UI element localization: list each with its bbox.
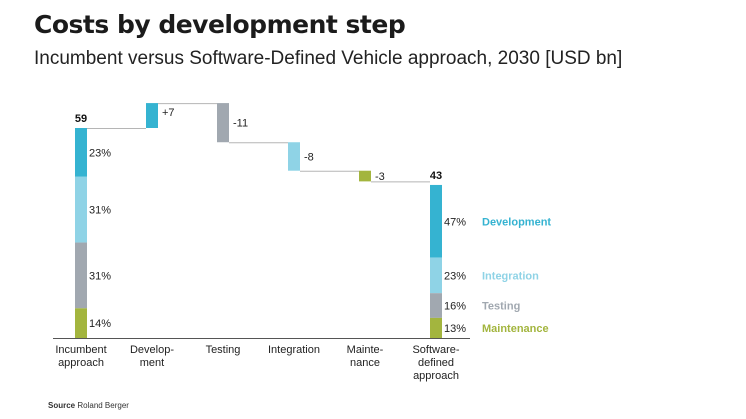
sdv-segment-development [430, 184, 442, 258]
step-bar-maintenance [359, 170, 371, 182]
incumbent-segment-testing [75, 242, 87, 309]
legend-item-integration: Integration [482, 270, 539, 282]
step-delta-label-maintenance: -3 [375, 171, 385, 183]
source-name: Roland Berger [77, 401, 129, 410]
step-bar-development [146, 103, 158, 128]
x-tick-label-line: Mainte- [347, 344, 384, 356]
x-tick-label: Testing [206, 344, 241, 356]
x-tick-label-line: nance [350, 357, 380, 369]
legend-item-testing: Testing [482, 301, 520, 313]
step-delta-label-integration: -8 [304, 151, 314, 163]
sdv-total-label: 43 [430, 170, 442, 182]
source-label: Source [48, 401, 76, 410]
chart-title: Costs by development step [34, 10, 406, 39]
incumbent-segment-maintenance [75, 308, 87, 338]
incumbent-share-label-development: 23% [89, 147, 111, 159]
x-tick-label-line: Develop- [130, 344, 174, 356]
incumbent-segment-development [75, 128, 87, 177]
x-tick-label-line: defined [418, 357, 454, 369]
x-tick-label: Software-defined approach [412, 344, 459, 382]
step-bar-testing [217, 103, 229, 143]
x-tick-label-line: Incumbent [55, 344, 106, 356]
step-bar-integration [288, 142, 300, 171]
sdv-share-label-development: 47% [444, 216, 466, 228]
incumbent-total-label: 59 [75, 113, 87, 125]
x-tick-label-line: ment [140, 357, 164, 369]
sdv-share-label-testing: 16% [444, 301, 466, 313]
incumbent-share-label-maintenance: 14% [89, 318, 111, 330]
sdv-share-label-maintenance: 13% [444, 323, 466, 335]
x-tick-label-line: Integration [268, 344, 320, 356]
x-tick-label-line: Software- [412, 344, 459, 356]
chart-subtitle: Incumbent versus Software-Defined Vehicl… [34, 48, 623, 69]
incumbent-segment-integration [75, 176, 87, 243]
legend-item-maintenance: Maintenance [482, 323, 549, 335]
step-delta-label-development: +7 [162, 107, 175, 119]
x-tick-label: Incumbent approach [55, 344, 106, 369]
x-tick-label-line: approach [58, 357, 104, 369]
sdv-segment-integration [430, 257, 442, 294]
sdv-segment-testing [430, 293, 442, 318]
x-tick-label: Integration [268, 344, 320, 356]
sdv-segment-maintenance [430, 317, 442, 338]
x-tick-label-line: Testing [206, 344, 241, 356]
incumbent-share-label-testing: 31% [89, 270, 111, 282]
legend-item-development: Development [482, 216, 551, 228]
x-tick-label: Develop-ment [130, 344, 174, 369]
x-tick-label: Mainte-nance [347, 344, 384, 369]
step-delta-label-testing: -11 [233, 118, 248, 130]
sdv-share-label-integration: 23% [444, 270, 466, 282]
x-tick-label-line: approach [413, 370, 459, 382]
incumbent-share-label-integration: 31% [89, 205, 111, 217]
source-note: Source Roland Berger [48, 401, 129, 410]
